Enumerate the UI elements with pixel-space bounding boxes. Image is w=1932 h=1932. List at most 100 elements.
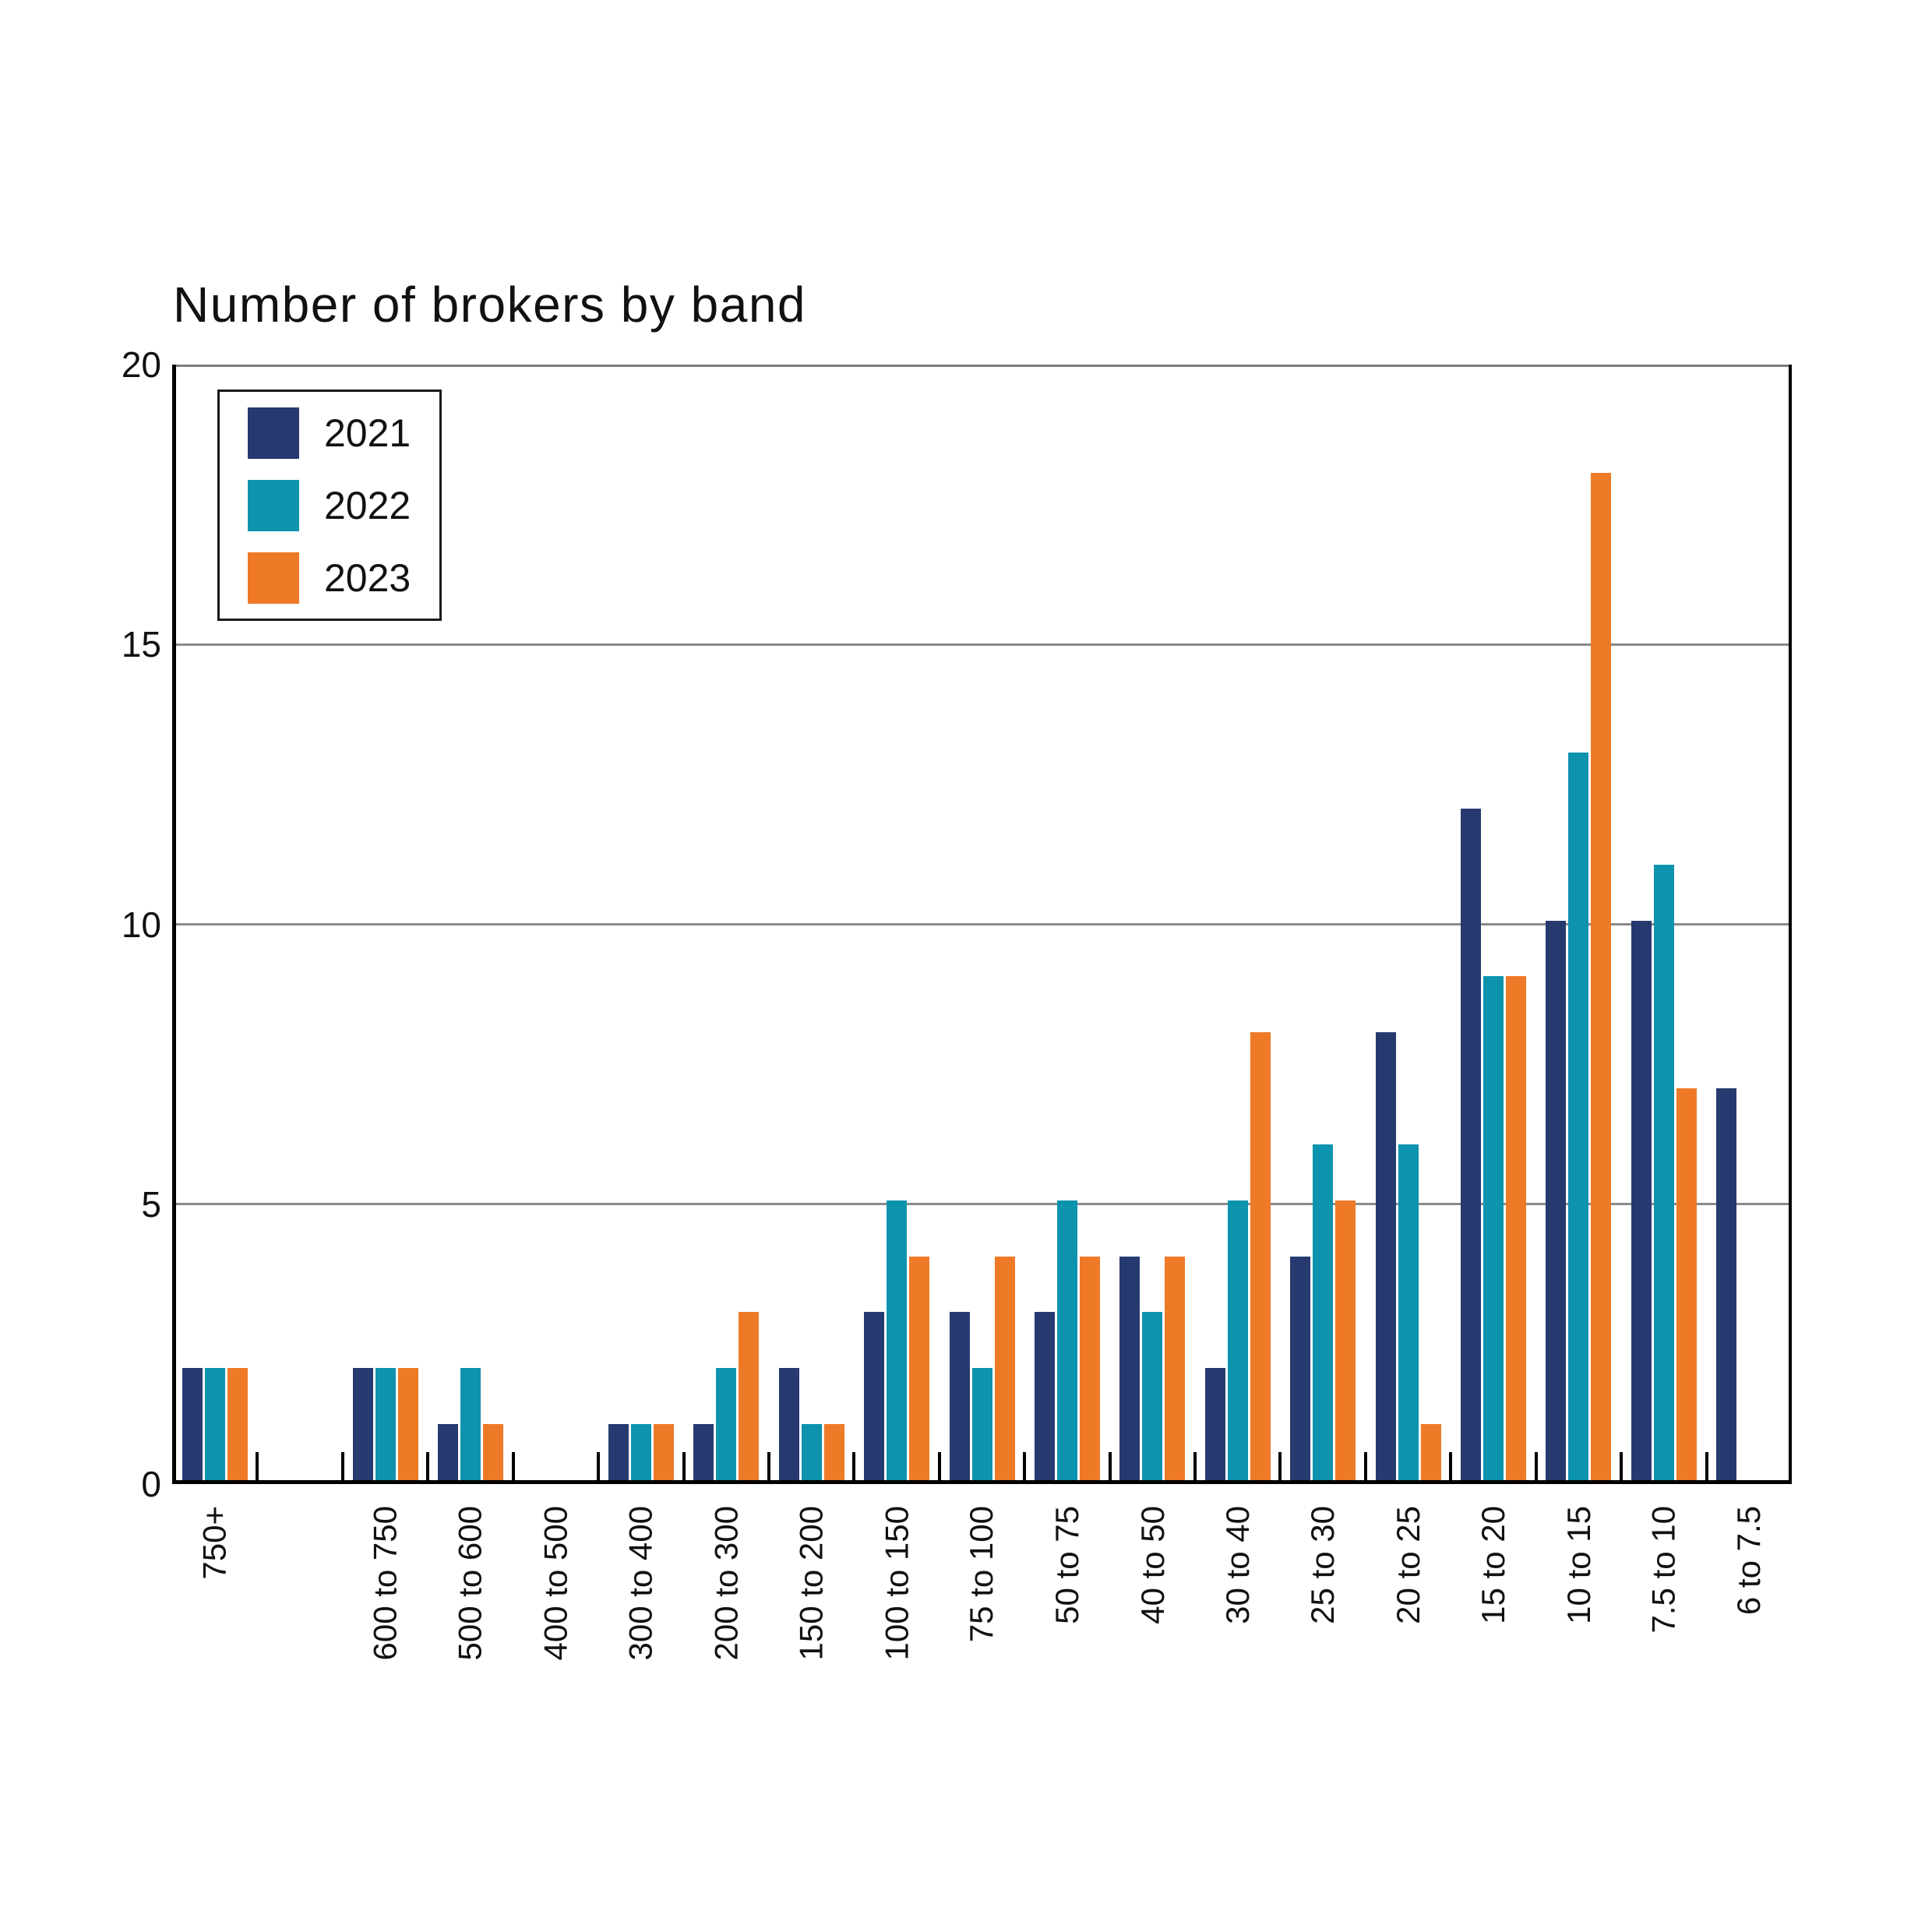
chart-title: Number of brokers by band	[173, 277, 806, 333]
plot-top-border	[172, 365, 1792, 367]
y-tick-label-0: 0	[141, 1464, 161, 1504]
legend-item-2022: 2022	[220, 480, 439, 552]
bar-2022-500 to 600	[460, 1368, 481, 1480]
bar-2022-600 to 750	[375, 1368, 396, 1480]
x-tick-label: 10 to 15	[1560, 1506, 1597, 1624]
bar-2023-40 to 50	[1165, 1256, 1186, 1480]
bar-2022-150 to 200	[801, 1424, 822, 1480]
x-axis-tick	[340, 1452, 344, 1480]
x-axis-tick	[937, 1452, 941, 1480]
x-tick-label: 500 to 600	[451, 1506, 488, 1661]
bar-2022-10 to 15	[1568, 752, 1589, 1480]
bar-2023-750+	[227, 1368, 248, 1480]
bar-2023-150 to 200	[823, 1424, 844, 1480]
bar-2023-300 to 400	[653, 1424, 674, 1480]
bar-2021-50 to 75	[1034, 1312, 1055, 1480]
x-axis-tick	[1108, 1452, 1112, 1480]
x-tick-label: 150 to 200	[792, 1506, 830, 1661]
bar-2023-25 to 30	[1335, 1200, 1356, 1480]
legend-swatch-2023	[248, 552, 299, 604]
x-axis-tick	[852, 1452, 856, 1480]
legend: 2021 2022 2023	[217, 390, 442, 621]
bar-2021-75 to 100	[949, 1312, 970, 1480]
x-tick-label: 50 to 75	[1048, 1506, 1085, 1624]
x-axis-tick	[1193, 1452, 1197, 1480]
x-tick-label: 25 to 30	[1304, 1506, 1341, 1624]
bar-2023-50 to 75	[1079, 1256, 1100, 1480]
plot-right-border	[1789, 365, 1792, 1484]
x-axis-tick	[1449, 1452, 1453, 1480]
bar-2021-15 to 20	[1461, 808, 1482, 1480]
bar-2021-40 to 50	[1119, 1256, 1141, 1480]
gridline-15	[172, 643, 1792, 646]
x-tick-label: 30 to 40	[1218, 1506, 1256, 1624]
bar-2021-10 to 15	[1546, 920, 1567, 1480]
x-tick-label: 6 to 7.5	[1730, 1506, 1768, 1616]
x-tick-label: 75 to 100	[963, 1506, 1000, 1643]
bar-2022-75 to 100	[971, 1368, 992, 1480]
x-axis-tick	[256, 1452, 259, 1480]
bar-2022-300 to 400	[630, 1424, 651, 1480]
bar-2023-20 to 25	[1420, 1424, 1441, 1480]
bar-2021-100 to 150	[864, 1312, 885, 1480]
bar-2021-25 to 30	[1290, 1256, 1311, 1480]
bar-2023-15 to 20	[1506, 976, 1527, 1480]
bar-2021-600 to 750	[352, 1368, 373, 1480]
bar-2022-750+	[204, 1368, 225, 1480]
x-axis-tick	[511, 1452, 515, 1480]
bar-2021-200 to 300	[693, 1424, 714, 1480]
bar-2021-300 to 400	[608, 1424, 629, 1480]
legend-swatch-2022	[248, 480, 299, 531]
legend-label-2023: 2023	[324, 556, 411, 600]
bar-2023-10 to 15	[1591, 472, 1612, 1480]
x-axis-tick	[426, 1452, 430, 1480]
y-axis-line	[172, 365, 176, 1484]
x-tick-label: 600 to 750	[366, 1506, 404, 1661]
bar-2021-30 to 40	[1204, 1368, 1225, 1480]
bar-2023-75 to 100	[994, 1256, 1015, 1480]
x-tick-label: 750+	[196, 1506, 233, 1580]
y-tick-label-20: 20	[121, 344, 161, 385]
y-tick-label-5: 5	[141, 1183, 161, 1225]
bar-2023-500 to 600	[482, 1424, 503, 1480]
x-axis-tick	[1278, 1452, 1282, 1480]
bar-2023-7.5 to 10	[1676, 1088, 1697, 1480]
bar-2021-7.5 to 10	[1631, 920, 1652, 1480]
bar-2022-30 to 40	[1227, 1200, 1248, 1480]
x-tick-label: 15 to 20	[1475, 1506, 1512, 1624]
gridline-10	[172, 923, 1792, 925]
legend-item-2021: 2021	[220, 407, 439, 480]
x-tick-label: 40 to 50	[1133, 1506, 1171, 1624]
legend-item-2023: 2023	[220, 552, 439, 625]
x-axis-tick	[1023, 1452, 1027, 1480]
bar-2023-30 to 40	[1250, 1032, 1271, 1480]
bar-2022-20 to 25	[1398, 1144, 1419, 1480]
x-tick-label: 7.5 to 10	[1645, 1506, 1682, 1634]
bar-2021-750+	[182, 1368, 203, 1480]
y-tick-label-10: 10	[121, 904, 161, 945]
bar-2021-20 to 25	[1375, 1032, 1396, 1480]
x-axis-tick	[1705, 1452, 1708, 1480]
x-tick-label: 400 to 500	[537, 1506, 574, 1661]
x-axis-tick	[1363, 1452, 1367, 1480]
gridline-5	[172, 1203, 1792, 1206]
bar-2022-200 to 300	[716, 1368, 737, 1480]
bar-2022-40 to 50	[1142, 1312, 1163, 1480]
bar-2023-200 to 300	[739, 1312, 760, 1480]
bar-2023-600 to 750	[397, 1368, 418, 1480]
x-tick-label: 200 to 300	[707, 1506, 745, 1661]
x-axis-tick	[1620, 1452, 1624, 1480]
x-tick-label: 20 to 25	[1389, 1506, 1426, 1624]
legend-label-2022: 2022	[324, 484, 411, 527]
bar-2022-100 to 150	[887, 1200, 908, 1480]
bar-2022-15 to 20	[1483, 976, 1504, 1480]
y-tick-label-15: 15	[121, 624, 161, 665]
x-axis-tick	[767, 1452, 770, 1480]
x-axis-tick	[682, 1452, 686, 1480]
x-axis-tick	[1534, 1452, 1538, 1480]
legend-swatch-2021	[248, 407, 299, 459]
x-axis-line	[172, 1480, 1792, 1484]
bar-2021-150 to 200	[778, 1368, 799, 1480]
x-tick-label: 300 to 400	[622, 1506, 659, 1661]
